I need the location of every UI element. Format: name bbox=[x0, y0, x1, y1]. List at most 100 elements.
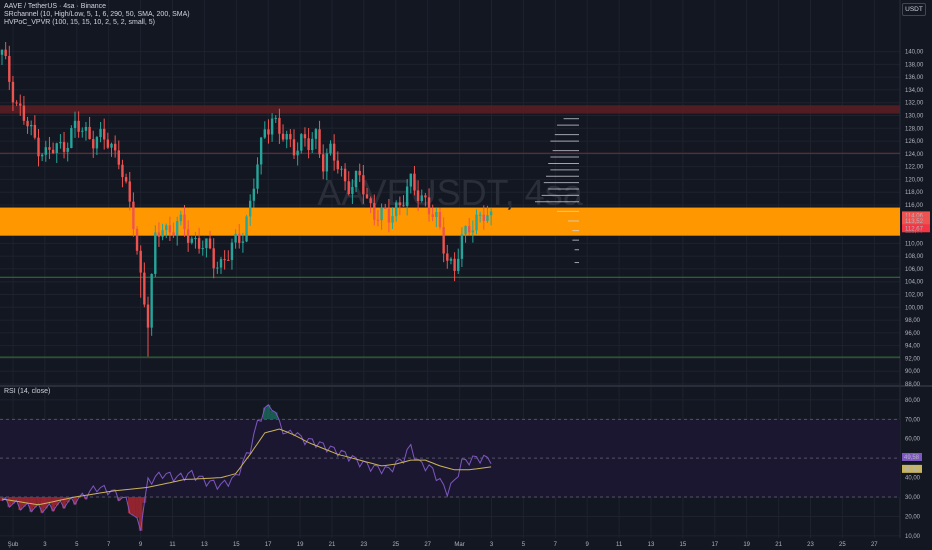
candle-body bbox=[318, 129, 321, 155]
candle-body bbox=[117, 150, 120, 165]
time-tick-label: 17 bbox=[711, 542, 718, 548]
symbol-legend: AAVE / TetherUS · 4sa · Binance bbox=[4, 3, 107, 10]
vpvr-legend: HVPoC_VPVR (100, 15, 15, 10, 2, 5, 2, sm… bbox=[4, 19, 155, 26]
price-tick-label: 96,00 bbox=[905, 331, 921, 337]
candle-body bbox=[0, 49, 4, 55]
candle-body bbox=[172, 232, 175, 236]
candle-body bbox=[369, 198, 372, 204]
time-axis[interactable]: Şub 3 5 7 9 11 13 15 17 19 21 23 25 27 Mar 3 5 7 9 11 13 15 17… bbox=[8, 542, 879, 548]
candle-body bbox=[168, 225, 172, 233]
zones-layer bbox=[0, 105, 900, 358]
candle-body bbox=[427, 197, 431, 215]
time-tick-label: 23 bbox=[807, 542, 814, 548]
candle-body bbox=[489, 211, 493, 216]
candle-body bbox=[343, 168, 347, 182]
rsi-tick-label: 80,00 bbox=[905, 398, 921, 404]
price-marker-label: 112,67 bbox=[905, 226, 924, 232]
price-tick-label: 122,00 bbox=[905, 165, 924, 171]
candle-body bbox=[44, 147, 47, 155]
candle-body bbox=[238, 233, 241, 243]
time-tick-label: Şub bbox=[8, 542, 19, 548]
price-tick-label: 102,00 bbox=[905, 293, 924, 299]
price-axis[interactable]: 140,00 138,00 136,00 134,00 132,00 130,00 128,… bbox=[902, 50, 930, 540]
candle-body bbox=[165, 225, 168, 231]
candle-body bbox=[420, 195, 423, 202]
candle-body bbox=[289, 134, 292, 140]
price-tick-label: 98,00 bbox=[905, 318, 921, 324]
candle-body bbox=[332, 143, 336, 161]
candle-body bbox=[139, 250, 142, 273]
candle-body bbox=[208, 238, 212, 249]
candle-body bbox=[234, 233, 237, 243]
candle-body bbox=[471, 230, 475, 233]
candle-body bbox=[84, 126, 88, 131]
price-tick-label: 110,00 bbox=[905, 241, 924, 247]
candle-body bbox=[4, 49, 7, 56]
candle-body bbox=[103, 128, 106, 140]
candle-body bbox=[464, 226, 467, 235]
candle-body bbox=[358, 170, 361, 176]
srchannel-legend: SRchannel (10, High/Low, 5, 1, 6, 290, 5… bbox=[4, 11, 190, 18]
candle-body bbox=[40, 154, 44, 157]
candles-layer bbox=[0, 42, 493, 357]
price-marker bbox=[902, 216, 930, 225]
candle-body bbox=[92, 139, 95, 149]
candle-body bbox=[285, 134, 288, 140]
candle-body bbox=[303, 134, 307, 139]
candle-body bbox=[478, 214, 482, 216]
price-tick-label: 120,00 bbox=[905, 177, 924, 183]
price-tick-label: 140,00 bbox=[905, 50, 924, 56]
candle-body bbox=[292, 139, 296, 156]
rsi-legend: RSI (14, close) bbox=[4, 388, 51, 395]
candle-body bbox=[8, 55, 11, 82]
time-tick-label: 13 bbox=[201, 542, 208, 548]
candle-body bbox=[446, 253, 449, 261]
candle-body bbox=[259, 137, 263, 165]
rsi-marker-label: 49,58 bbox=[904, 455, 920, 461]
candle-body bbox=[194, 237, 197, 239]
candle-body bbox=[351, 187, 354, 194]
price-tick-label: 92,00 bbox=[905, 356, 921, 362]
price-tick-label: 116,00 bbox=[905, 203, 924, 209]
candle-body bbox=[329, 143, 332, 154]
candle-body bbox=[51, 149, 55, 154]
candle-body bbox=[245, 216, 248, 242]
candle-body bbox=[15, 102, 18, 104]
price-tick-label: 134,00 bbox=[905, 88, 924, 94]
rsi-marker bbox=[902, 464, 922, 473]
rsi-marker bbox=[902, 452, 922, 461]
candle-body bbox=[468, 226, 471, 233]
candle-body bbox=[311, 138, 314, 151]
candle-body bbox=[227, 259, 230, 261]
candle-body bbox=[128, 181, 131, 202]
time-tick-label: 13 bbox=[648, 542, 655, 548]
candle-body bbox=[66, 147, 69, 152]
candle-body bbox=[416, 190, 420, 202]
candle-body bbox=[354, 170, 358, 188]
candle-body bbox=[157, 232, 161, 237]
candle-body bbox=[143, 272, 146, 305]
candle-body bbox=[113, 143, 117, 151]
time-tick-label: 19 bbox=[743, 542, 750, 548]
candle-body bbox=[475, 214, 478, 231]
price-tick-label: 108,00 bbox=[905, 254, 924, 260]
candle-body bbox=[216, 267, 219, 269]
time-tick-label: 3 bbox=[43, 542, 47, 548]
time-tick-label: 11 bbox=[169, 542, 176, 548]
price-tick-label: 94,00 bbox=[905, 344, 921, 350]
time-tick-label: 27 bbox=[424, 542, 431, 548]
candle-body bbox=[438, 212, 442, 228]
rsi-tick-label: 40,00 bbox=[905, 476, 921, 482]
time-tick-label: 15 bbox=[680, 542, 687, 548]
rsi-marker-label: 45,52 bbox=[904, 467, 920, 473]
candle-body bbox=[274, 117, 277, 119]
candle-body bbox=[380, 207, 383, 221]
candle-body bbox=[241, 241, 245, 243]
price-tick-label: 136,00 bbox=[905, 75, 924, 81]
candle-body bbox=[249, 200, 252, 217]
time-tick-label: 3 bbox=[490, 542, 494, 548]
candle-body bbox=[263, 129, 266, 138]
candle-body bbox=[300, 134, 303, 151]
currency-button[interactable]: USDT bbox=[902, 3, 926, 16]
